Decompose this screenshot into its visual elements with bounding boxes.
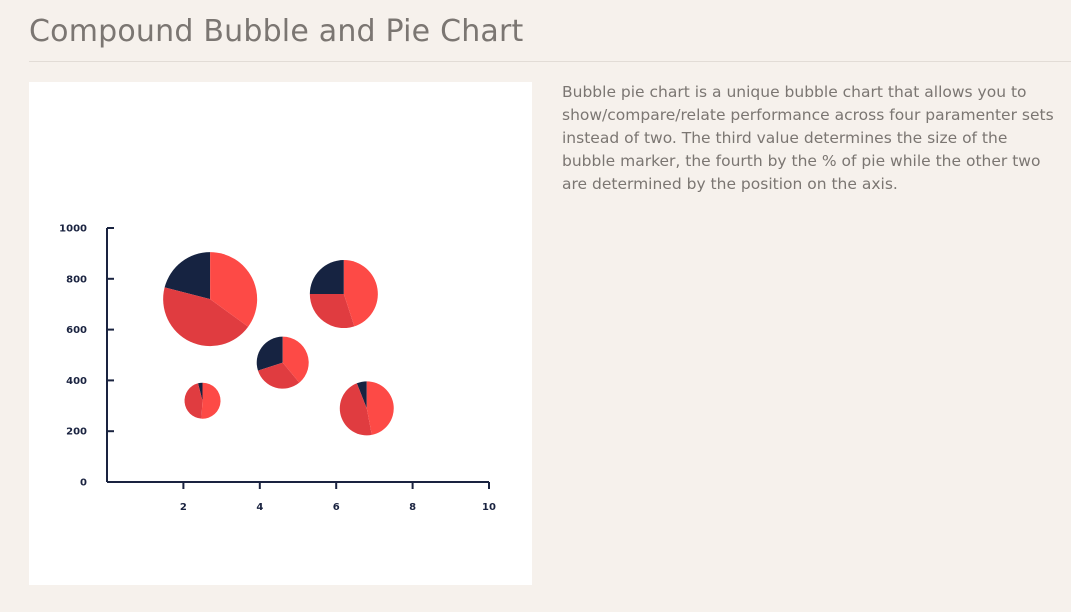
y-tick-label: 600	[66, 325, 87, 336]
bubble-pie-chart: 0 200 400 600 800 1000 2 4 6 8 10	[59, 224, 496, 514]
chart-description: Bubble pie chart is a unique bubble char…	[562, 83, 1054, 193]
pie-bubble	[163, 252, 258, 347]
x-tick-label: 6	[333, 502, 340, 513]
pie-slice	[339, 383, 372, 436]
pie-slice	[201, 382, 221, 419]
pie-slice	[164, 252, 211, 300]
pie-slice	[356, 381, 367, 409]
pie-slice	[257, 362, 300, 389]
x-tick-label: 4	[256, 502, 263, 513]
pie-slice	[256, 336, 283, 371]
y-tick-label: 400	[66, 376, 87, 387]
pie-slice	[366, 381, 394, 435]
pie-bubble	[339, 381, 394, 436]
title-divider	[29, 61, 1071, 62]
pie-slice	[309, 260, 344, 295]
pie-bubble	[256, 336, 309, 389]
chart-axes: 0 200 400 600 800 1000 2 4 6 8 10	[59, 224, 496, 514]
x-tick-label: 10	[482, 502, 496, 513]
pie-slice	[309, 294, 355, 329]
chart-card: 0 200 400 600 800 1000 2 4 6 8 10	[29, 82, 532, 585]
chart-bubbles	[163, 252, 394, 436]
page-title: Compound Bubble and Pie Chart	[29, 14, 524, 49]
x-tick-label: 8	[409, 502, 416, 513]
pie-slice	[343, 260, 378, 327]
y-tick-label: 800	[66, 274, 87, 285]
y-tick-label: 1000	[59, 224, 87, 235]
pie-slice	[163, 287, 249, 347]
pie-slice	[198, 382, 203, 401]
pie-slice	[210, 252, 258, 327]
x-tick-label: 2	[180, 502, 187, 513]
y-tick-label: 0	[80, 478, 87, 489]
pie-bubble	[184, 382, 221, 419]
y-tick-label: 200	[66, 427, 87, 438]
pie-slice	[184, 383, 203, 419]
pie-bubble	[309, 260, 378, 329]
pie-slice	[282, 336, 309, 383]
